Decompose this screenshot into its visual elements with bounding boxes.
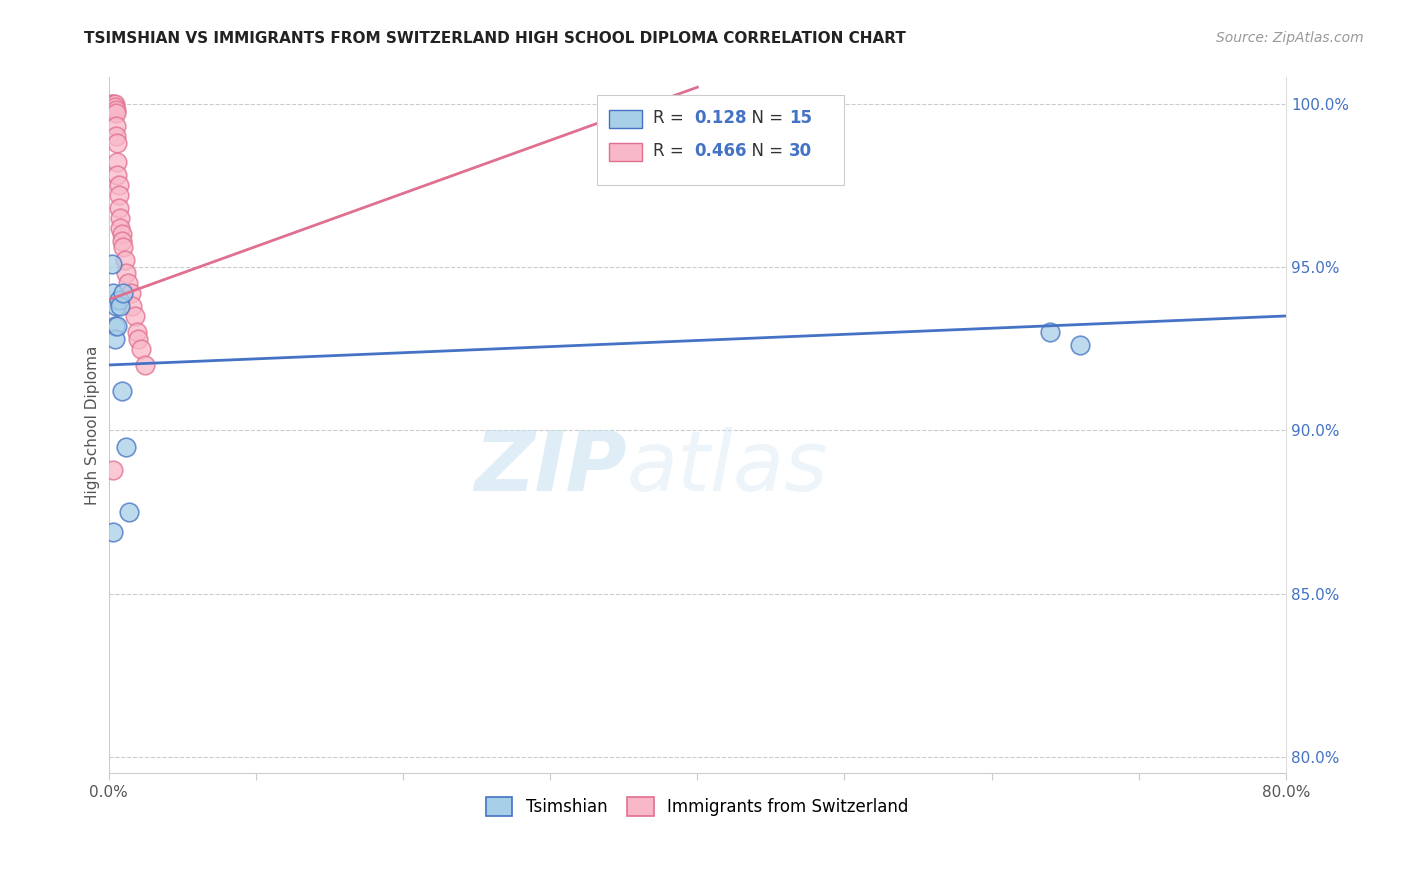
- Text: 15: 15: [789, 109, 813, 127]
- Point: [111, 227, 134, 242]
- Point: [120, 286, 142, 301]
- Point: [101, 96, 124, 111]
- Point: [103, 318, 125, 333]
- Point: [103, 96, 125, 111]
- Point: [110, 220, 132, 235]
- Text: TSIMSHIAN VS IMMIGRANTS FROM SWITZERLAND HIGH SCHOOL DIPLOMA CORRELATION CHART: TSIMSHIAN VS IMMIGRANTS FROM SWITZERLAND…: [84, 31, 907, 46]
- Point: [104, 120, 127, 134]
- Point: [1069, 338, 1091, 352]
- Point: [108, 178, 131, 193]
- Point: [108, 293, 131, 307]
- Text: ZIP: ZIP: [474, 426, 627, 508]
- Text: 0.466: 0.466: [693, 142, 747, 160]
- Point: [101, 524, 124, 539]
- Point: [103, 100, 125, 114]
- Point: [124, 309, 146, 323]
- Point: [104, 103, 127, 117]
- Point: [115, 440, 138, 454]
- Point: [107, 136, 129, 150]
- Point: [100, 257, 122, 271]
- Point: [121, 299, 143, 313]
- Text: 0.128: 0.128: [693, 109, 747, 127]
- Point: [110, 299, 132, 313]
- Point: [117, 277, 139, 291]
- Point: [104, 106, 127, 120]
- Text: Source: ZipAtlas.com: Source: ZipAtlas.com: [1216, 31, 1364, 45]
- FancyBboxPatch shape: [598, 95, 845, 186]
- Point: [134, 358, 156, 372]
- Point: [129, 342, 152, 356]
- Point: [104, 129, 127, 144]
- Point: [112, 286, 135, 301]
- Point: [101, 286, 124, 301]
- Point: [108, 188, 131, 202]
- Point: [112, 240, 135, 254]
- Point: [108, 201, 131, 215]
- Legend: Tsimshian, Immigrants from Switzerland: Tsimshian, Immigrants from Switzerland: [478, 789, 917, 824]
- Point: [100, 96, 122, 111]
- Text: 30: 30: [789, 142, 813, 160]
- Text: N =: N =: [741, 142, 789, 160]
- Point: [1039, 326, 1062, 340]
- Point: [111, 384, 134, 398]
- Point: [118, 505, 141, 519]
- Text: R =: R =: [652, 142, 689, 160]
- Text: R =: R =: [652, 109, 689, 127]
- Point: [107, 169, 129, 183]
- Point: [127, 332, 149, 346]
- Text: atlas: atlas: [627, 426, 828, 508]
- FancyBboxPatch shape: [609, 143, 643, 161]
- Point: [125, 326, 148, 340]
- Text: N =: N =: [741, 109, 789, 127]
- Y-axis label: High School Diploma: High School Diploma: [86, 346, 100, 505]
- Point: [107, 318, 129, 333]
- FancyBboxPatch shape: [609, 110, 643, 128]
- Point: [115, 267, 138, 281]
- Point: [114, 253, 136, 268]
- Point: [110, 211, 132, 225]
- Point: [104, 299, 127, 313]
- Point: [101, 462, 124, 476]
- Point: [103, 332, 125, 346]
- Point: [111, 234, 134, 248]
- Point: [107, 155, 129, 169]
